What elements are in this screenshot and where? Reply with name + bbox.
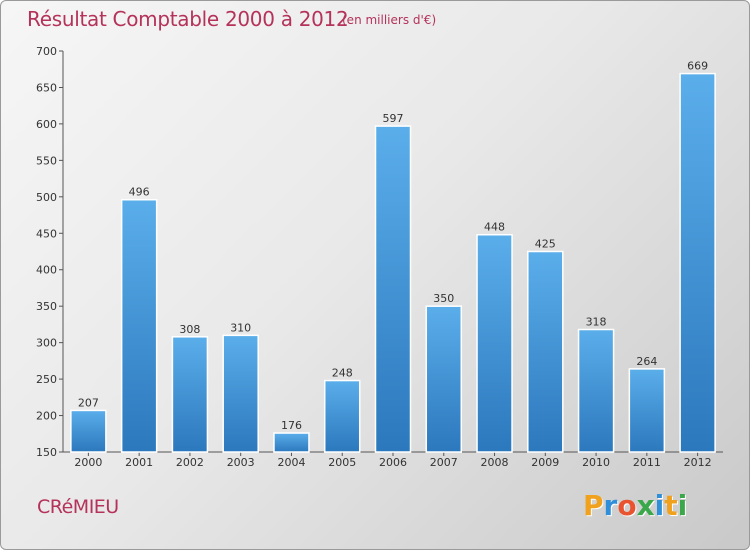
y-tick-label: 600	[36, 118, 57, 131]
x-tick-label: 2005	[328, 456, 356, 469]
x-tick-label: 2008	[481, 456, 509, 469]
x-tick-label: 2001	[125, 456, 153, 469]
value-label-2010: 318	[586, 316, 607, 329]
bar-2004	[273, 432, 310, 453]
logo-letter: r	[603, 489, 618, 522]
bar-2000	[70, 409, 107, 453]
bar-2006	[374, 125, 412, 453]
value-label-2003: 310	[230, 321, 251, 334]
value-label-2007: 350	[433, 292, 454, 305]
bar-2011	[628, 368, 666, 453]
y-tick-label: 700	[36, 45, 57, 58]
proxiti-logo: Proxiti	[583, 489, 687, 522]
x-tick-label: 2011	[633, 456, 661, 469]
commune-name: CRéMIEU	[37, 496, 119, 518]
value-label-2005: 248	[332, 367, 353, 380]
y-tick-label: 400	[36, 264, 57, 277]
x-tick-label: 2012	[684, 456, 712, 469]
value-label-2006: 597	[383, 112, 404, 125]
value-label-2009: 425	[535, 238, 556, 251]
x-tick-label: 2000	[74, 456, 102, 469]
value-label-2000: 207	[78, 396, 99, 409]
value-label-2002: 308	[179, 323, 200, 336]
x-tick-label: 2003	[227, 456, 255, 469]
y-tick-label: 650	[36, 81, 57, 94]
y-tick-label: 300	[36, 337, 57, 350]
x-tick-label: 2004	[277, 456, 305, 469]
bar-2001	[120, 198, 158, 453]
y-tick-label: 150	[36, 446, 57, 459]
bar-2010	[577, 328, 615, 453]
x-tick-label: 2007	[430, 456, 458, 469]
logo-letter: i	[677, 489, 688, 522]
chart-bars	[70, 72, 716, 453]
logo-letter: P	[583, 489, 604, 522]
y-tick-label: 450	[36, 227, 57, 240]
value-label-2012: 669	[687, 60, 708, 73]
bar-2009	[527, 250, 564, 453]
value-label-2008: 448	[484, 221, 505, 234]
value-label-2011: 264	[636, 355, 657, 368]
y-tick-label: 550	[36, 154, 57, 167]
logo-letter: o	[617, 489, 637, 522]
chart-title: Résultat Comptable 2000 à 2012	[27, 7, 349, 31]
bar-2012	[679, 72, 716, 453]
value-label-2001: 496	[129, 186, 150, 199]
logo-letter: t	[664, 489, 678, 522]
bar-2008	[476, 233, 513, 453]
chart-axes: 150 200 250 300 350 400 450 500 550 600 650 700 2000…	[36, 45, 723, 469]
bar-2003	[222, 334, 259, 453]
value-label-2004: 176	[281, 419, 302, 432]
y-tick-label: 500	[36, 191, 57, 204]
x-tick-label: 2010	[582, 456, 610, 469]
y-tick-label: 350	[36, 300, 57, 313]
chart-subtitle: (en milliers d'€)	[342, 13, 437, 27]
bar-2005	[323, 379, 361, 453]
x-tick-label: 2009	[531, 456, 559, 469]
x-tick-label: 2002	[176, 456, 204, 469]
bar-2007	[425, 305, 463, 453]
bar-2002	[171, 336, 209, 453]
chart-value-labels: 207 496 308 310 176 248 597 350 448 425 318 264 669	[78, 60, 708, 432]
y-tick-label: 200	[36, 410, 57, 423]
y-tick-label: 250	[36, 373, 57, 386]
logo-letter: x	[636, 489, 655, 522]
logo-letter: i	[654, 489, 665, 522]
x-tick-label: 2006	[379, 456, 407, 469]
